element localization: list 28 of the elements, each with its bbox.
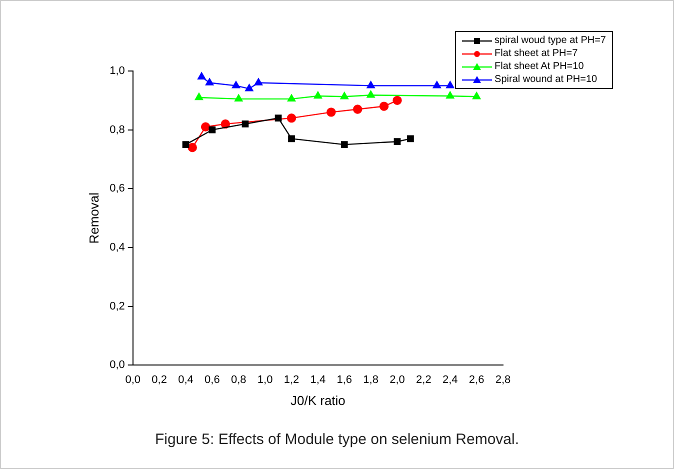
y-tick-label: 0,6 <box>110 182 125 195</box>
legend-label: Flat sheet At PH=10 <box>494 60 584 73</box>
x-tick-label: 2,8 <box>495 374 511 386</box>
x-tick-label: 2,2 <box>416 374 432 386</box>
y-tick-label: 0,2 <box>110 300 125 312</box>
y-tick-label: 1,0 <box>110 65 125 78</box>
x-tick-label: 1,8 <box>363 374 378 386</box>
caption: Figure 5: Effects of Module type on selenium Removal. <box>154 431 520 448</box>
x-tick-label: 0,4 <box>178 374 194 386</box>
x-tick-label: 1,0 <box>257 374 273 386</box>
x-tick-label: 1,4 <box>310 374 326 386</box>
x-axis-title: J0/K ratio <box>290 392 346 408</box>
x-tick-label: 0,6 <box>204 374 220 386</box>
x-tick-label: 2,0 <box>390 374 405 386</box>
x-tick-label: 0,0 <box>125 374 141 386</box>
x-tick-label: 0,2 <box>152 374 167 386</box>
y-tick-label: 0,8 <box>110 124 125 136</box>
y-tick-label: 0,0 <box>110 359 125 372</box>
x-tick-label: 2,4 <box>442 374 458 386</box>
y-tick-label: 0,4 <box>110 242 125 254</box>
x-tick-label: 1,6 <box>336 374 352 386</box>
x-tick-label: 0,8 <box>230 374 246 386</box>
x-tick-label: 1,2 <box>284 374 300 386</box>
legend-label: Spiral wound at PH=10 <box>494 73 598 86</box>
x-tick-label: 2,6 <box>468 374 484 386</box>
y-axis-title: Removal <box>86 192 102 244</box>
legend-label: spiral woud type at PH=7 <box>494 34 606 47</box>
legend-label: Flat sheet at PH=7 <box>494 47 578 60</box>
